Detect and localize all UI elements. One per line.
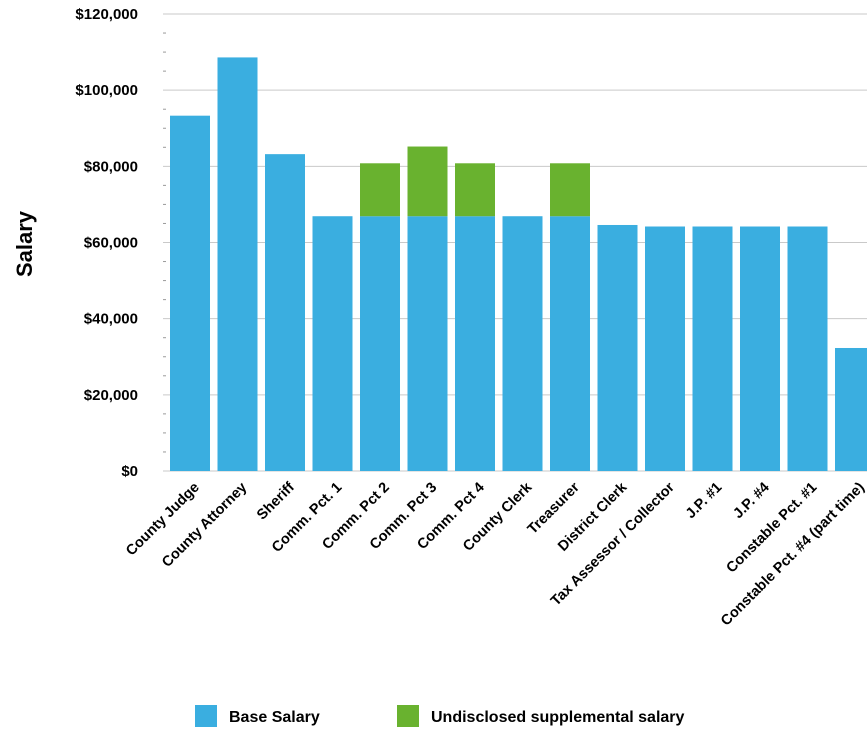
bar-base-salary-12 <box>740 226 780 471</box>
legend: Base Salary Undisclosed supplemental sala… <box>195 705 685 727</box>
bar-base-salary-13 <box>787 226 828 471</box>
bar-layer <box>170 57 867 472</box>
x-category-label: J.P. #4 <box>730 480 772 522</box>
bar-base-salary-10 <box>645 226 685 471</box>
y-axis-tick-labels: $0 $20,000 $40,000 $60,000 $80,000 $100,000 $1… <box>75 6 138 480</box>
bar-base-salary-1 <box>217 57 258 471</box>
y-tick-label: $60,000 <box>84 235 138 252</box>
y-tick-label: $0 <box>121 463 138 480</box>
bar-base-salary-7 <box>502 216 543 471</box>
legend-label: Base Salary <box>229 709 320 726</box>
bar-undisclosed-supplemental-salary-8 <box>550 163 590 217</box>
bar-base-salary-0 <box>170 115 210 472</box>
bar-base-salary-2 <box>265 154 305 471</box>
y-tick-label: $80,000 <box>84 158 138 175</box>
legend-swatch <box>195 705 217 727</box>
y-tick-label: $20,000 <box>84 387 138 404</box>
legend-swatch <box>397 705 419 727</box>
legend-label: Undisclosed supplemental salary <box>431 709 685 726</box>
bar-base-salary-9 <box>597 224 638 471</box>
bar-undisclosed-supplemental-salary-5 <box>407 146 448 217</box>
bar-base-salary-3 <box>312 216 353 471</box>
x-category-label: Sheriff <box>254 479 298 523</box>
bar-base-salary-4 <box>360 216 400 471</box>
x-category-label: J.P. #1 <box>683 480 725 522</box>
bar-base-salary-14 <box>835 347 867 471</box>
y-tick-label: $40,000 <box>84 311 138 328</box>
y-tick-label: $120,000 <box>75 6 138 23</box>
bar-base-salary-5 <box>407 216 448 471</box>
bar-base-salary-8 <box>550 216 590 471</box>
bar-base-salary-11 <box>692 226 733 471</box>
x-category-label: County Attorney <box>159 480 250 571</box>
x-category-label: Constable Pct. #1 <box>724 480 821 577</box>
y-tick-label: $100,000 <box>75 82 138 99</box>
bar-undisclosed-supplemental-salary-4 <box>360 163 400 217</box>
bar-undisclosed-supplemental-salary-6 <box>455 163 495 217</box>
y-axis-label: Salary <box>12 210 37 277</box>
bar-base-salary-6 <box>455 216 495 471</box>
